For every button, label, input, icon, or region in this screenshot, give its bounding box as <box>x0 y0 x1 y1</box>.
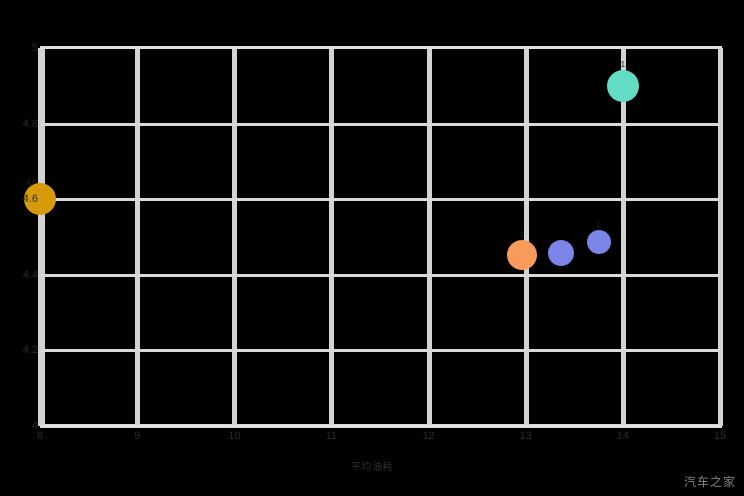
x-axis-tick-label: 14 <box>616 430 629 442</box>
point-teal[interactable] <box>606 69 639 102</box>
gridline-vertical <box>523 48 529 426</box>
gridline-vertical <box>135 48 141 426</box>
y-axis-tick-label: 4 <box>31 420 38 432</box>
y-axis-tick-label: 4.8 <box>22 117 38 130</box>
gridline-horizontal <box>40 425 720 427</box>
plot-area: 4.6 1 1 1 <box>24 47 723 427</box>
y-axis-tick-label: 4.6 <box>22 193 38 206</box>
x-axis-tick-label: 15 <box>713 430 727 442</box>
x-axis-tick-label: 11 <box>325 430 338 442</box>
point-blue-1[interactable] <box>547 239 574 266</box>
x-axis-tick-label: 12 <box>422 430 435 442</box>
point-blue-2[interactable] <box>586 230 611 255</box>
gridline-vertical <box>620 48 626 426</box>
gridline-vertical <box>38 48 43 426</box>
gridline-horizontal <box>40 198 720 202</box>
point-orange-label: 1 <box>517 230 527 239</box>
point-blue-2-label: 1 <box>594 220 604 229</box>
y-axis-tick-label: 4.2 <box>22 344 38 357</box>
gridline-horizontal <box>40 273 720 277</box>
point-teal-label: 1 <box>618 59 628 68</box>
x-axis-tick-label: 13 <box>519 430 532 442</box>
point-orange[interactable] <box>506 240 537 271</box>
y-axis-tick-label: 5 <box>31 42 38 54</box>
annotation-gold: 4.6 <box>26 177 38 187</box>
y-axis-tick-label: 4.4 <box>22 268 38 281</box>
x-axis-tick-label: 10 <box>228 430 241 442</box>
gridline-vertical <box>718 48 723 426</box>
watermark-autohome: 汽车之家 <box>683 475 736 489</box>
point-gold[interactable] <box>24 183 56 216</box>
x-axis-tick-label: 8 <box>36 430 44 442</box>
gridline-vertical <box>426 48 432 426</box>
x-axis-tick-label: 9 <box>134 430 141 442</box>
gridline-vertical <box>329 48 335 426</box>
gridline-horizontal <box>40 122 720 126</box>
gridline-horizontal <box>40 47 720 49</box>
gridline-vertical <box>232 48 238 426</box>
x-axis-title: 平均油耗 <box>351 462 393 473</box>
gridline-horizontal <box>40 349 720 353</box>
